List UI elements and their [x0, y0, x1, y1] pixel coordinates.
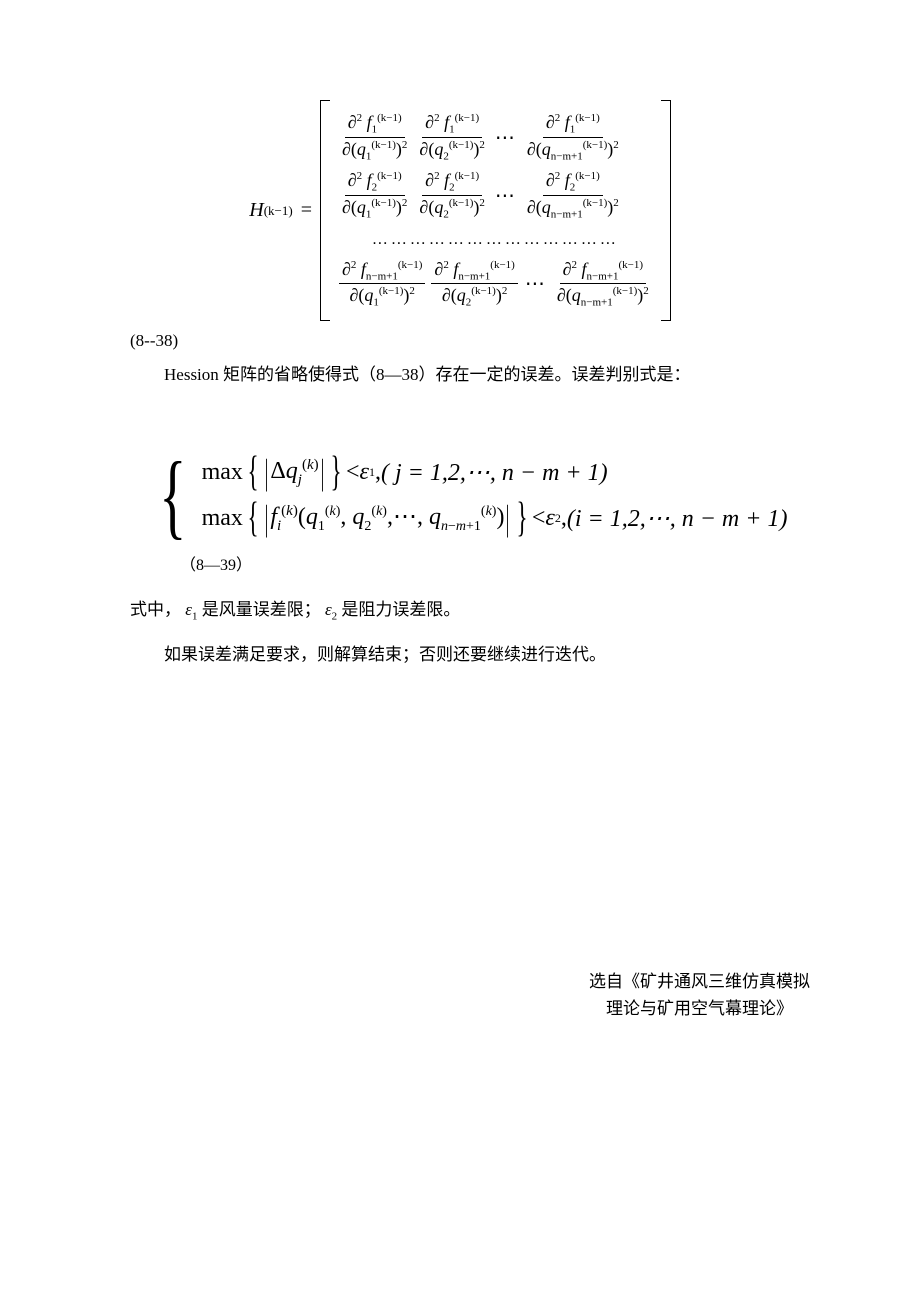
inner-brace-l-2: { [247, 502, 258, 536]
range-i: (i = 1,2,⋯, n − m + 1) [567, 504, 788, 533]
matrix-cell-2-1: ∂2 f2(k−1) ∂(q1(k−1))2 [339, 170, 410, 220]
eps-prefix: 式中， [130, 600, 181, 619]
matrix-cell-2-2: ∂2 f2(k−1) ∂(q2(k−1))2 [416, 170, 487, 220]
matrix-symbol-H: H [249, 199, 263, 222]
eps-sub-1: 1 [192, 611, 198, 623]
f-term: fi(k)(q1(k), q2(k),⋯, qn−m+1(k)) [270, 502, 504, 535]
max-label-2: max [202, 505, 243, 532]
left-bracket [320, 100, 330, 321]
inner-brace-r-2: } [516, 502, 527, 536]
citation-line-2: 理论与矿用空气幕理论》 [589, 995, 810, 1022]
matrix-cell-1-1: ∂2 f1(k−1) ∂(q1(k−1))2 [339, 112, 410, 162]
abs-bar-r-2: | [506, 504, 510, 533]
inner-brace-r-1: } [330, 456, 341, 490]
system-line-2: max { | fi(k)(q1(k), q2(k),⋯, qn−m+1(k))… [202, 502, 788, 536]
eps-symbol-1: ε [185, 600, 192, 619]
matrix-row-2: ∂2 f2(k−1) ∂(q1(k−1))2 ∂2 f2(k−1) ∂(q2(k… [336, 170, 655, 220]
delta-q-term: Δqj(k) [270, 457, 318, 489]
right-bracket [661, 100, 671, 321]
matrix-row-1: ∂2 f1(k−1) ∂(q1(k−1))2 ∂2 f1(k−1) ∂(q2(k… [336, 112, 655, 162]
max-label-1: max [202, 459, 243, 486]
cdots-1: ⋯ [495, 125, 517, 150]
system-lines: max { | Δqj(k) | } < ε1 , ( j = 1,2,⋯, n… [202, 450, 788, 541]
equation-label-8-39: （8—39） [180, 551, 790, 575]
lt-2: < [532, 505, 546, 532]
inner-brace-l-1: { [247, 456, 258, 490]
eps-text-2: 是阻力误差限。 [341, 600, 460, 619]
equation-label-8-38: (8--38) [130, 331, 790, 351]
matrix-cell-2-n: ∂2 f2(k−1) ∂(qn−m+1(k−1))2 [524, 170, 622, 220]
hessian-matrix-equation: H (k−1) = ∂2 f1(k−1) ∂(q1(k−1))2 ∂2 f1(k… [130, 100, 790, 321]
matrix-cell-n-n: ∂2 fn−m+1(k−1) ∂(qn−m+1(k−1))2 [554, 259, 652, 309]
matrix-lhs-sup: (k−1) [264, 203, 293, 219]
matrix-row-n: ∂2 fn−m+1(k−1) ∂(q1(k−1))2 ∂2 fn−m+1(k−1… [336, 259, 655, 309]
citation-source: 选自《矿井通风三维仿真模拟 理论与矿用空气幕理论》 [589, 968, 810, 1022]
eps-symbol-2: ε [325, 600, 332, 619]
matrix-cell-n-2: ∂2 fn−m+1(k−1) ∂(q2(k−1))2 [431, 259, 517, 309]
matrix-body: ∂2 f1(k−1) ∂(q1(k−1))2 ∂2 f1(k−1) ∂(q2(k… [320, 100, 671, 321]
matrix-dots-row: ………………………………… [336, 231, 655, 249]
matrix-rows: ∂2 f1(k−1) ∂(q1(k−1))2 ∂2 f1(k−1) ∂(q2(k… [330, 100, 661, 321]
equals-sign: = [301, 199, 312, 222]
eps-text-1: 是风量误差限； [202, 600, 321, 619]
paragraph-hession-note: Hession 矩阵的省略使得式（8—38）存在一定的误差。误差判别式是： [130, 361, 790, 390]
matrix-cell-n-1: ∂2 fn−m+1(k−1) ∂(q1(k−1))2 [339, 259, 425, 309]
system-brace: { [159, 455, 186, 536]
range-j: ( j = 1,2,⋯, n − m + 1) [381, 458, 608, 487]
paragraph-iteration-note: 如果误差满足要求，则解算结束；否则还要继续进行迭代。 [130, 641, 790, 670]
eps-1: ε [360, 459, 369, 486]
eps-sub-2: 2 [332, 611, 338, 623]
epsilon-definition: 式中， ε1 是风量误差限； ε2 是阻力误差限。 [130, 595, 790, 627]
error-criterion-system: { max { | Δqj(k) | } < ε1 , ( j = 1,2,⋯,… [150, 450, 790, 541]
matrix-cell-1-n: ∂2 f1(k−1) ∂(qn−m+1(k−1))2 [524, 112, 622, 162]
eps-2: ε [545, 505, 554, 532]
abs-bar-l-2: | [265, 504, 269, 533]
lt-1: < [346, 459, 360, 486]
citation-line-1: 选自《矿井通风三维仿真模拟 [589, 968, 810, 995]
abs-bar-l-1: | [265, 458, 269, 487]
cdots-n: ⋯ [525, 271, 547, 296]
abs-bar-r-1: | [320, 458, 324, 487]
cdots-2: ⋯ [495, 183, 517, 208]
matrix-lhs: H (k−1) [249, 199, 292, 222]
matrix-cell-1-2: ∂2 f1(k−1) ∂(q2(k−1))2 [416, 112, 487, 162]
system-line-1: max { | Δqj(k) | } < ε1 , ( j = 1,2,⋯, n… [202, 456, 788, 490]
